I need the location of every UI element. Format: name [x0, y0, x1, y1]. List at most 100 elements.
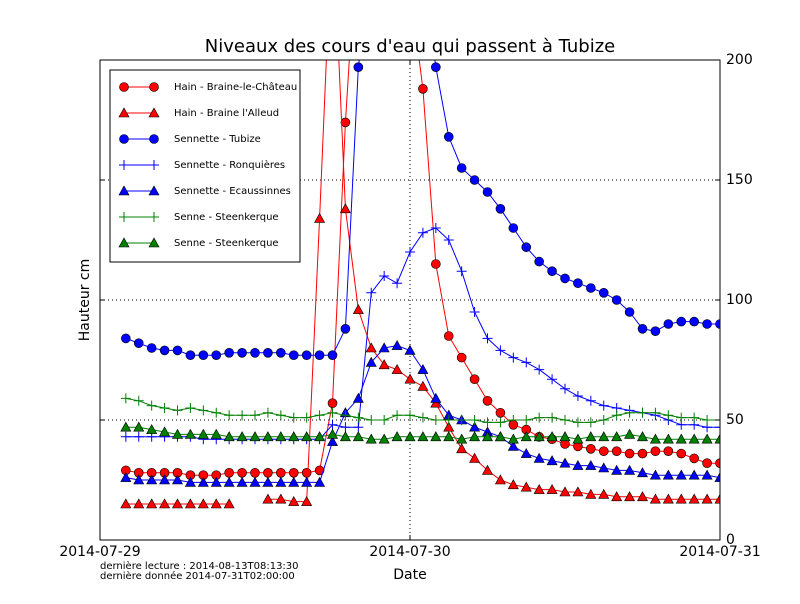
- point: [636, 467, 649, 478]
- point: [236, 476, 248, 487]
- point: [211, 407, 222, 418]
- point: [688, 469, 700, 480]
- point: [288, 431, 300, 442]
- x-tick-label: 2014-07-30: [369, 544, 450, 560]
- point: [404, 373, 416, 384]
- point: [353, 62, 364, 72]
- point: [120, 471, 132, 482]
- point: [598, 446, 609, 457]
- point: [456, 352, 467, 363]
- point: [430, 223, 441, 233]
- point: [263, 467, 273, 478]
- point: [624, 448, 635, 459]
- point: [391, 363, 403, 374]
- point: [456, 415, 467, 425]
- legend-marker: [148, 107, 160, 118]
- point: [572, 417, 583, 428]
- point: [262, 431, 274, 442]
- point: [533, 452, 545, 463]
- x-axis-label: Date: [393, 567, 426, 583]
- point: [301, 350, 312, 361]
- point: [275, 476, 287, 487]
- annotation: dernière lecture : 2014-08-13T08:13:30: [100, 560, 299, 572]
- legend-marker: [149, 134, 159, 144]
- point: [327, 419, 338, 430]
- point: [611, 491, 623, 502]
- point: [391, 339, 403, 350]
- point: [714, 433, 720, 444]
- point: [352, 431, 364, 442]
- point: [430, 397, 442, 408]
- legend-box: [109, 69, 301, 263]
- legend-marker: [149, 160, 159, 170]
- point: [250, 347, 260, 358]
- point: [481, 464, 494, 475]
- point: [288, 350, 299, 361]
- legend-label: Hain - Braine-le-Château: [174, 81, 297, 93]
- point: [120, 421, 132, 432]
- point: [495, 345, 506, 356]
- point: [520, 481, 532, 492]
- point: [197, 428, 209, 439]
- legend-marker: [119, 134, 129, 144]
- point: [159, 403, 170, 413]
- point: [314, 476, 326, 487]
- point: [262, 493, 274, 504]
- point: [198, 350, 209, 361]
- point: [507, 433, 519, 444]
- point: [585, 395, 596, 406]
- point: [702, 458, 712, 469]
- point: [701, 433, 713, 444]
- point: [250, 410, 260, 421]
- point: [573, 278, 583, 289]
- y-tick-label: 50: [726, 412, 744, 428]
- point: [495, 407, 506, 418]
- point: [508, 415, 519, 425]
- point: [340, 323, 351, 334]
- point: [301, 495, 313, 506]
- point: [314, 431, 326, 442]
- point: [275, 493, 287, 504]
- point: [159, 474, 171, 485]
- point: [326, 428, 339, 439]
- point: [443, 235, 454, 245]
- point: [560, 383, 570, 394]
- point: [624, 464, 636, 475]
- y-tick-label: 150: [726, 172, 753, 188]
- point: [585, 488, 597, 499]
- legend-marker: [148, 237, 160, 248]
- point: [250, 467, 260, 478]
- point: [611, 410, 622, 421]
- point: [379, 415, 390, 425]
- point: [224, 410, 235, 421]
- point: [197, 476, 209, 487]
- point: [520, 431, 532, 442]
- legend-marker: [118, 237, 130, 248]
- point: [263, 347, 273, 358]
- point: [223, 498, 235, 509]
- point: [636, 491, 649, 502]
- point: [314, 410, 325, 421]
- point: [120, 431, 131, 442]
- legend-marker: [119, 160, 129, 170]
- point: [340, 422, 351, 433]
- point: [494, 474, 506, 485]
- point: [662, 493, 674, 504]
- point: [624, 407, 635, 418]
- point: [688, 433, 700, 444]
- point: [430, 392, 442, 403]
- point: [649, 433, 661, 444]
- point: [701, 469, 713, 480]
- point: [624, 307, 635, 317]
- point: [121, 333, 131, 344]
- point: [701, 493, 713, 504]
- legend-marker: [149, 82, 159, 92]
- point: [675, 433, 687, 444]
- point: [546, 455, 558, 466]
- point: [418, 84, 428, 94]
- point: [650, 407, 661, 418]
- point: [417, 380, 429, 391]
- legend: Hain - Braine-le-Château Hain - Braine l'…: [109, 69, 301, 263]
- point: [365, 356, 377, 367]
- point: [224, 467, 234, 478]
